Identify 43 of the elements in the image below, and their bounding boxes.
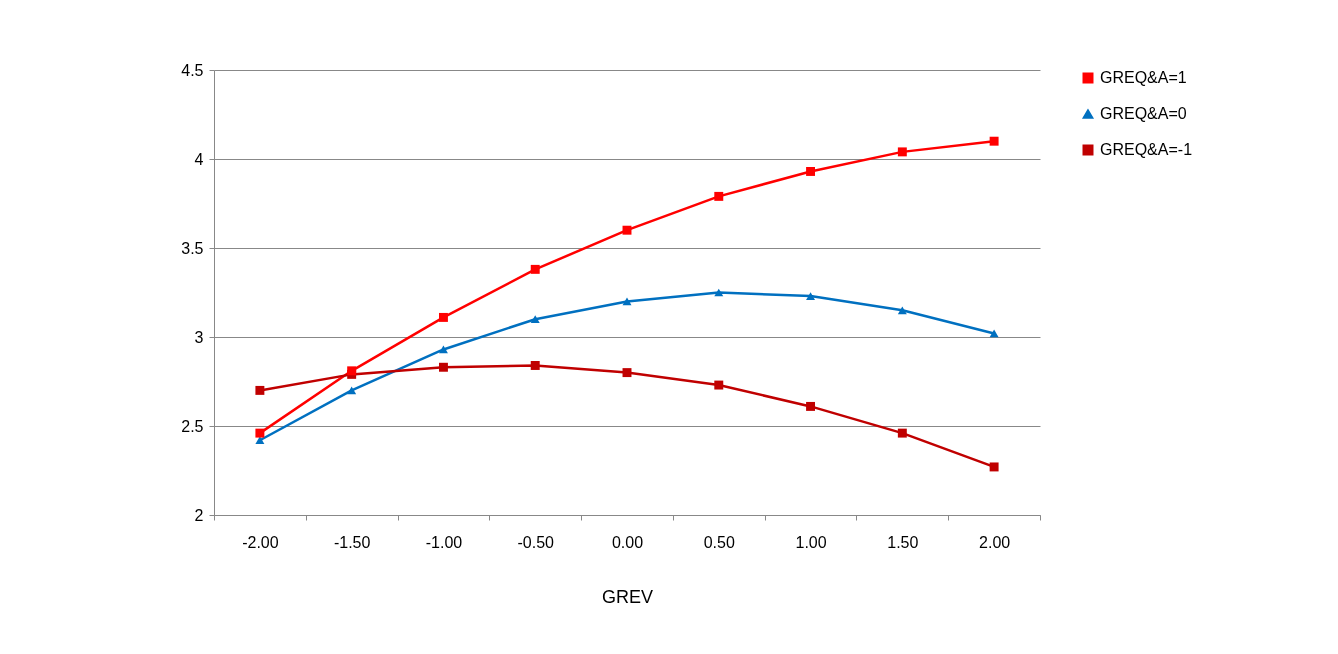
x-tick-label: 2.00	[979, 533, 1011, 551]
point	[255, 385, 265, 395]
point	[714, 380, 724, 390]
x-tick-label: 1.00	[795, 533, 827, 551]
point	[989, 329, 999, 338]
point	[714, 191, 724, 201]
y-tick-label: 4.5	[181, 61, 204, 79]
y-tick-label: 3.5	[181, 239, 204, 257]
point	[622, 297, 632, 306]
point	[897, 147, 907, 157]
x-axis-title: GREV	[601, 586, 654, 607]
point	[989, 136, 999, 146]
point	[438, 345, 448, 354]
x-tick-label: 0.50	[703, 533, 735, 551]
y-tick-label: 2.5	[181, 417, 204, 435]
point	[622, 225, 632, 235]
point	[806, 166, 816, 176]
x-tick-label: -2.00	[242, 533, 279, 551]
x-tick-label: -0.50	[517, 533, 555, 551]
point	[347, 386, 357, 395]
x-tick-label: 1.50	[887, 533, 919, 551]
x-tick-label: -1.00	[425, 533, 463, 551]
y-tick-label: 4	[194, 150, 204, 168]
y-tick-label: 3	[194, 328, 204, 346]
y-tick-label: 2	[194, 506, 204, 524]
legend-label: GREQ&A=-1	[1100, 141, 1193, 158]
point	[897, 306, 907, 315]
point	[806, 401, 816, 411]
legend-label: GREQ&A=1	[1100, 69, 1187, 86]
point	[255, 428, 265, 438]
legend-label: GREQ&A=0	[1100, 105, 1187, 122]
point	[255, 436, 265, 445]
point	[438, 362, 448, 372]
point	[530, 315, 540, 324]
point	[897, 428, 907, 438]
x-tick-label: -1.50	[333, 533, 371, 551]
point	[806, 292, 816, 300]
point	[530, 264, 540, 274]
point	[622, 368, 632, 378]
point	[438, 312, 448, 322]
point	[989, 462, 999, 472]
x-tick-label: 0.00	[611, 533, 644, 551]
point	[530, 361, 540, 370]
